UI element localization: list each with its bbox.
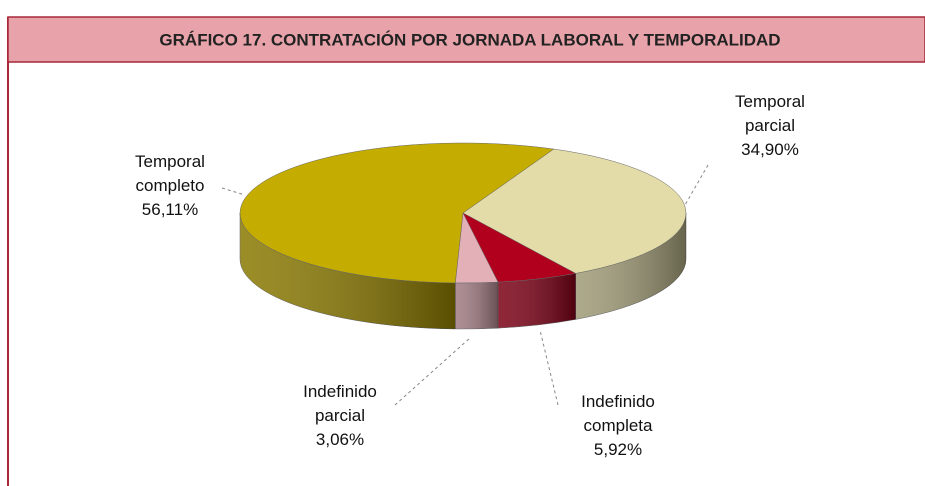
label-value: 5,92%	[593, 440, 643, 459]
slice-side-shade	[498, 273, 576, 329]
label-category: Indefinido completa	[581, 392, 655, 435]
slice-side-shade	[575, 213, 686, 320]
label-value: 34,90%	[741, 140, 799, 159]
slice-side-shade	[240, 213, 456, 329]
data-label: Temporal completo 56,11%	[110, 150, 230, 222]
chart-title: GRÁFICO 17. CONTRATACIÓN POR JORNADA LAB…	[159, 30, 780, 49]
label-value: 3,06%	[315, 430, 365, 449]
slice	[462, 148, 687, 274]
leader-line	[539, 329, 559, 406]
data-label: Indefinido parcial 3,06%	[280, 380, 400, 452]
leader-line	[684, 164, 709, 206]
label-value: 56,11%	[141, 200, 199, 219]
leader-line	[394, 337, 471, 406]
slice	[239, 142, 555, 284]
label-category: Indefinido parcial	[303, 382, 377, 425]
label-category: Temporal parcial	[735, 92, 805, 135]
pie	[221, 142, 709, 406]
leader-line	[221, 187, 246, 196]
data-label: Indefinido completa 5,92%	[558, 390, 678, 462]
slice-side-shade	[455, 282, 499, 329]
data-label: Temporal parcial 34,90%	[710, 90, 830, 162]
label-category: Temporal completo	[135, 152, 205, 195]
header-bar	[7, 16, 925, 63]
